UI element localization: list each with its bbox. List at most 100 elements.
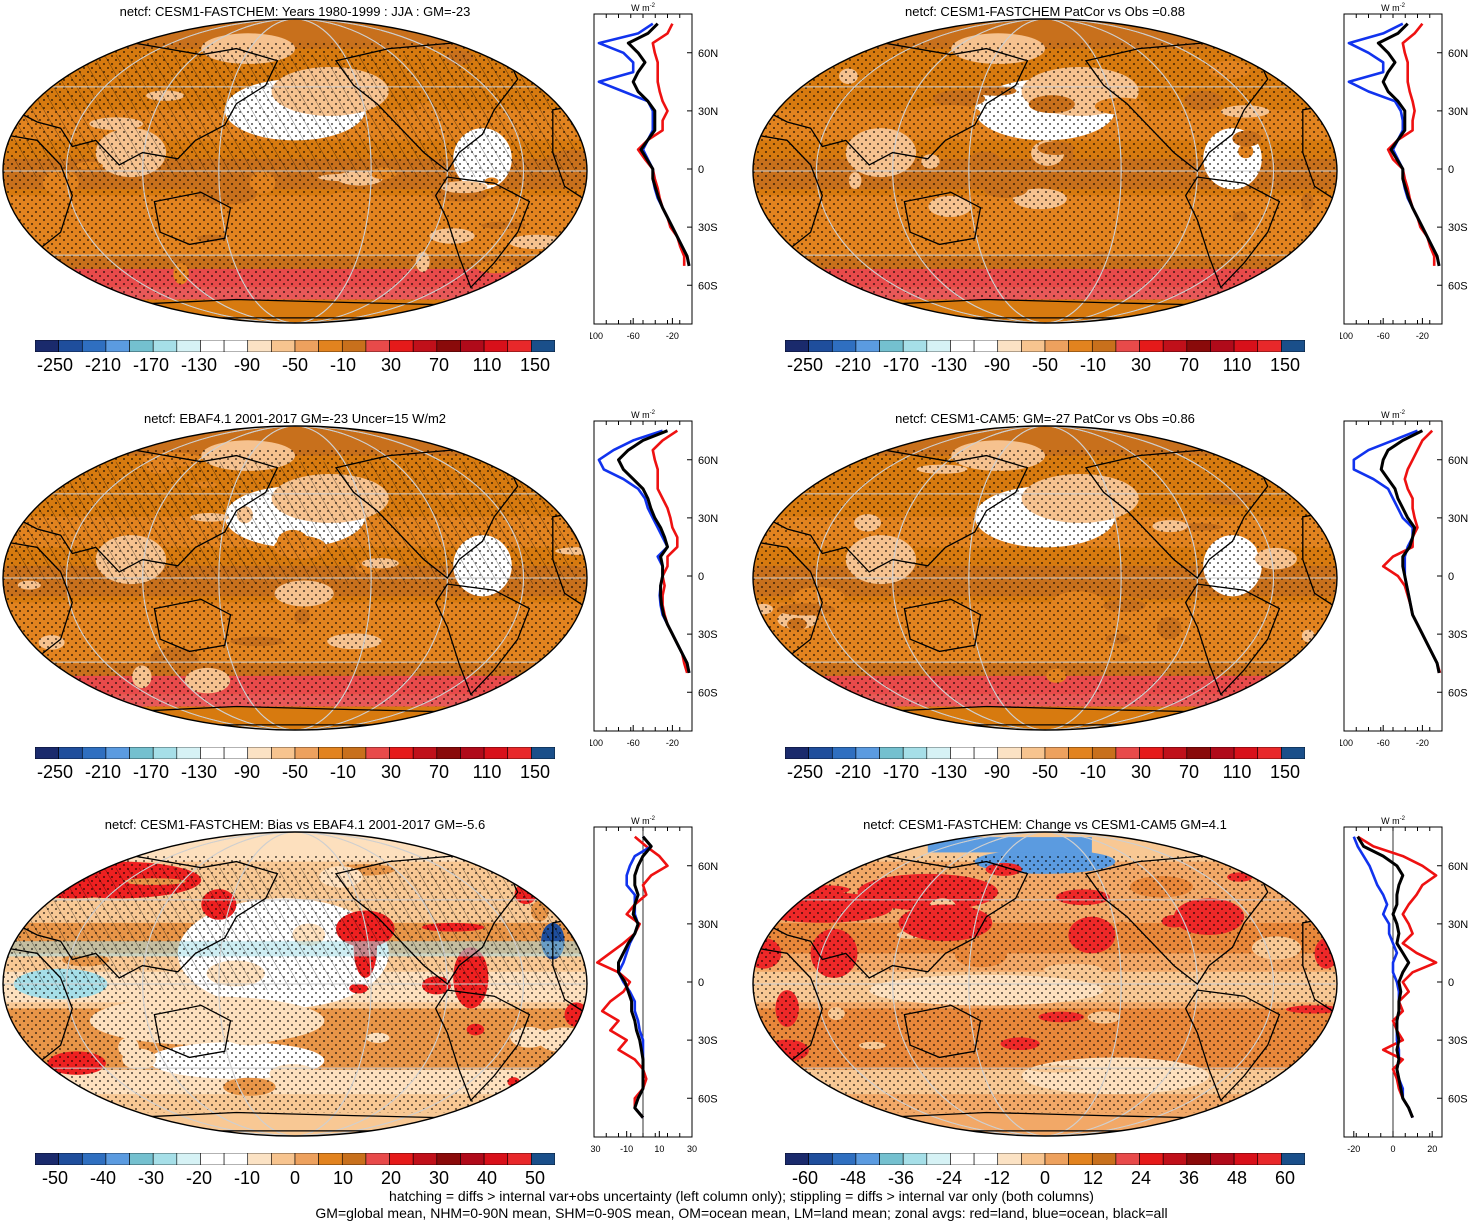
zonal-xtick-label: 0 [1390, 1144, 1395, 1154]
colorbar-swatch [436, 746, 461, 760]
colorbar-swatch [1091, 746, 1117, 760]
colorbar-swatch [294, 746, 319, 760]
colorbar-swatch [926, 746, 951, 760]
colorbar-swatch [81, 1152, 107, 1166]
colorbar-label: 110 [472, 355, 502, 375]
colorbar-label: -24 [935, 1168, 963, 1188]
map-hatching [13, 461, 577, 585]
colorbar-label: 24 [1130, 1168, 1152, 1188]
colorbar-swatch [389, 746, 414, 760]
map-patch [27, 869, 41, 885]
colorbar-swatch [950, 746, 975, 760]
colorbar-swatch [531, 746, 556, 760]
zonal-units: W m-2 [631, 410, 655, 420]
colorbar-swatch [855, 339, 880, 353]
colorbar-swatch [1162, 339, 1188, 353]
colorbar-label: 70 [1178, 762, 1200, 782]
footer-line-legend: GM=global mean, NHM=0-90N mean, SHM=0-90… [315, 1205, 1168, 1221]
colorbar-swatch [831, 339, 857, 353]
coastline [153, 598, 232, 653]
colorbar-labels: -250 -210 -170 -130 -90 -50 -10 30 70 110 150 [35, 355, 555, 377]
colorbar-swatch [200, 339, 225, 353]
zonal-units-exponent: -2 [650, 816, 656, 822]
coastline [1255, 839, 1316, 875]
colorbar-label: -20 [185, 1168, 213, 1188]
colorbar-swatch [1044, 1152, 1069, 1166]
colorbar-label: -130 [180, 762, 218, 782]
zonal-units: W m-2 [1381, 3, 1405, 13]
zonal-mean-plot: W m-2 60N 30N 0 30S 60S -30 -10 10 30 [590, 816, 718, 1154]
colorbar [784, 339, 1306, 357]
colorbar-label: 70 [428, 762, 450, 782]
colorbar-swatch [294, 1152, 319, 1166]
colorbar-swatch [152, 746, 178, 760]
colorbar-swatch [1281, 1152, 1306, 1166]
colorbar-swatch [1257, 1152, 1282, 1166]
zonal-ytick-label: 60S [698, 280, 718, 292]
colorbar-swatch [1186, 339, 1211, 353]
zonal-ytick-label: 0 [1448, 164, 1454, 176]
colorbar-swatch [997, 746, 1022, 760]
colorbar-label: -12 [983, 1168, 1011, 1188]
zonal-frame [1343, 420, 1443, 732]
colorbar-swatches [34, 1152, 556, 1166]
colorbar-swatch [973, 339, 999, 353]
colorbar-swatch [341, 746, 367, 760]
colorbar [784, 1152, 1306, 1170]
zonal-xtick-label: -100 [1340, 738, 1353, 748]
colorbar-swatch [105, 339, 130, 353]
panel-title: netcf: CESM1-CAM5: GM=-27 PatCor vs Obs … [895, 411, 1195, 426]
map-field [3, 426, 587, 730]
colorbar-swatch [1233, 746, 1259, 760]
colorbar-label: 12 [1082, 1168, 1104, 1188]
map-patch [7, 51, 41, 75]
colorbar-swatch [341, 1152, 367, 1166]
colorbar-swatch [831, 1152, 857, 1166]
map-patch [1260, 455, 1323, 468]
zonal-ytick-label: 60S [1448, 687, 1468, 699]
colorbar-label: -10 [1079, 355, 1107, 375]
zonal-units-exponent: -2 [1400, 3, 1406, 9]
colorbar-swatch [34, 339, 59, 353]
colorbar-swatch [1233, 1152, 1259, 1166]
colorbar-swatch [1186, 1152, 1211, 1166]
zonal-ytick-label: 30N [1448, 919, 1468, 931]
zonal-xtick-label: -20 [1416, 331, 1429, 341]
colorbar-swatch [200, 1152, 225, 1166]
colorbar-label: 0 [289, 1168, 301, 1188]
colorbar-labels: -60 -48 -36 -24 -12 0 12 24 36 48 60 [785, 1168, 1305, 1190]
colorbar-swatch [1021, 746, 1046, 760]
colorbar-swatch [855, 746, 880, 760]
colorbar-label: -250 [786, 355, 824, 375]
colorbar-swatch [950, 1152, 975, 1166]
colorbar-swatch [271, 339, 296, 353]
colorbar-swatch [1139, 746, 1164, 760]
colorbar-swatch [483, 746, 509, 760]
colorbar-swatches [784, 746, 1306, 760]
colorbar-label: 48 [1226, 1168, 1248, 1188]
colorbar-swatch [831, 746, 857, 760]
world-map [2, 18, 588, 324]
coastline [505, 433, 566, 469]
map-hatching [13, 54, 577, 178]
map-patch [753, 1076, 792, 1091]
colorbar-swatch [176, 746, 201, 760]
zonal-ytick-label: 60S [698, 687, 718, 699]
colorbar-label: 50 [524, 1168, 546, 1188]
map-panel: netcf: CESM1-FASTCHEM: Years 1980-1999 :… [0, 0, 741, 407]
zonal-xtick-label: -100 [1340, 331, 1353, 341]
zonal-xtick-label: -60 [627, 738, 640, 748]
colorbar-swatch [34, 1152, 59, 1166]
zonal-units: W m-2 [1381, 410, 1405, 420]
colorbar-swatch [389, 339, 414, 353]
coastline [153, 191, 232, 246]
colorbar-swatch [247, 339, 272, 353]
colorbar-label: -40 [89, 1168, 117, 1188]
zonal-units: W m-2 [631, 816, 655, 826]
colorbar [34, 339, 556, 357]
colorbar-label: -170 [132, 762, 170, 782]
coastline [763, 41, 1029, 166]
zonal-line-all [617, 429, 691, 674]
colorbar-swatch [784, 1152, 809, 1166]
zonal-ytick-label: 30S [1448, 629, 1468, 641]
